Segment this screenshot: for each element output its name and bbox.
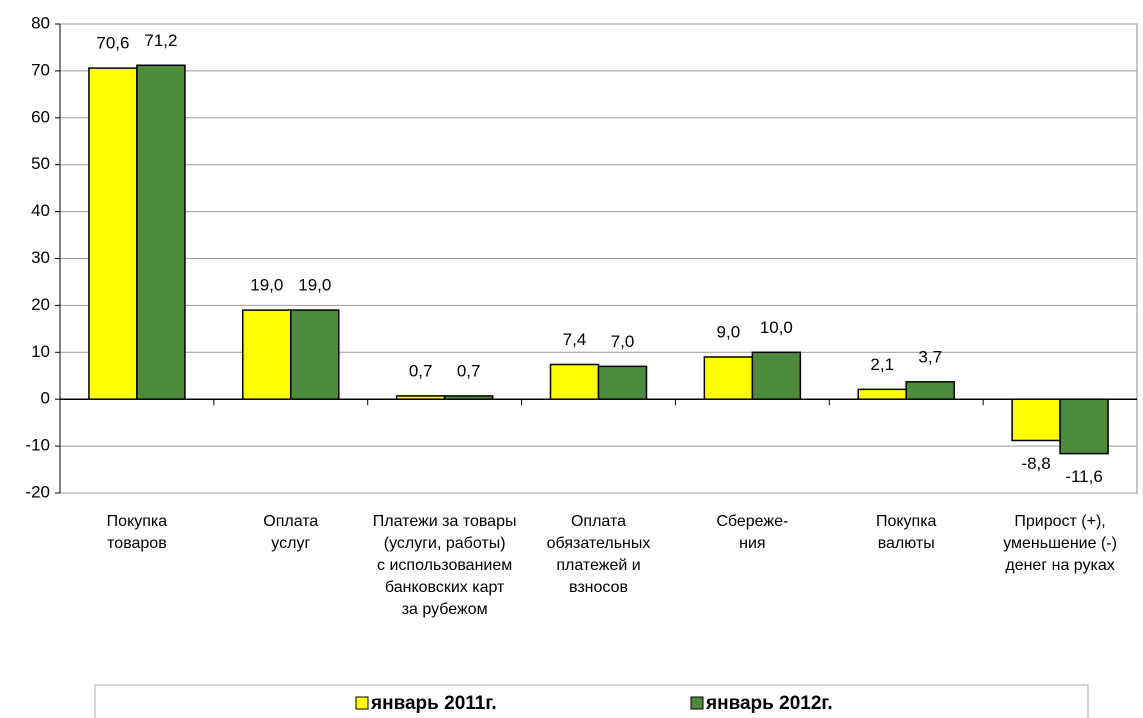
bar — [136, 64, 186, 400]
x-tick-label: Сбереже- ния — [716, 513, 789, 552]
y-tick-label: 40 — [31, 201, 50, 220]
x-tick-label: Прирост (+), уменьшение (-) денег на рук… — [1003, 513, 1117, 574]
y-tick-label: 80 — [31, 13, 50, 32]
x-tick-label: Платежи за товары (услуги, работы) с исп… — [372, 513, 517, 618]
bar — [290, 309, 340, 400]
bar — [857, 388, 907, 400]
bar — [1011, 398, 1061, 442]
bar — [751, 351, 802, 400]
y-tick-label: 30 — [31, 248, 50, 267]
y-tick-label: 10 — [31, 342, 50, 361]
value-label: 0,7 — [457, 361, 481, 380]
bar — [905, 381, 955, 400]
value-label: 71,2 — [144, 31, 177, 50]
bar — [597, 365, 648, 400]
value-label: 3,7 — [918, 347, 942, 366]
y-tick-label: 20 — [31, 295, 50, 314]
value-label: 7,0 — [611, 332, 635, 351]
value-label: -11,6 — [1065, 467, 1103, 486]
y-tick-label: -20 — [25, 482, 50, 501]
y-tick-label: 70 — [31, 60, 50, 79]
value-label: -8,8 — [1021, 454, 1050, 473]
x-tick-label: Покупка валюты — [875, 513, 937, 552]
bar — [1059, 398, 1109, 455]
value-label: 19,0 — [298, 276, 331, 295]
y-tick-label: 60 — [31, 107, 50, 126]
value-label: 0,7 — [409, 361, 433, 380]
y-tick-label: 50 — [31, 154, 50, 173]
value-label: 70,6 — [96, 34, 129, 53]
bar — [88, 67, 138, 400]
x-tick-label: Покупка товаров — [106, 513, 168, 552]
legend-label: январь 2011г. — [370, 693, 497, 714]
legend-swatch — [355, 696, 369, 710]
value-label: 9,0 — [717, 322, 741, 341]
value-label: 10,0 — [760, 318, 793, 337]
x-tick-label: Оплата услуг — [263, 513, 319, 552]
value-label: 2,1 — [870, 355, 894, 374]
bar — [242, 309, 292, 400]
legend-label: январь 2012г. — [705, 693, 833, 714]
legend-swatch — [690, 696, 704, 710]
bar — [703, 356, 754, 400]
y-tick-label: -10 — [25, 436, 50, 455]
value-label: 19,0 — [250, 276, 283, 295]
legend-box — [94, 684, 1089, 718]
value-label: 7,4 — [563, 330, 587, 349]
bar — [549, 363, 600, 400]
x-tick-label: Оплата обязательных платежей и взносов — [546, 513, 651, 596]
y-tick-label: 0 — [41, 389, 50, 408]
